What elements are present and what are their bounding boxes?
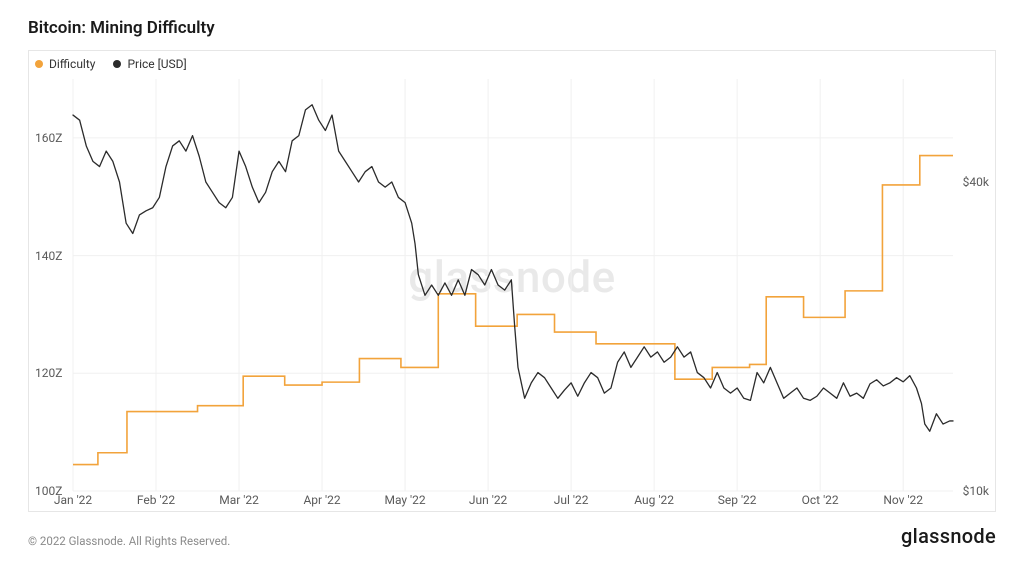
legend-swatch-difficulty [35,60,43,68]
legend-item-price: Price [USD] [113,57,186,71]
legend-item-difficulty: Difficulty [35,57,95,71]
legend: Difficulty Price [USD] [35,57,187,71]
legend-swatch-price [113,60,121,68]
brand-logo: glassnode [901,524,996,548]
legend-label-difficulty: Difficulty [49,57,95,71]
footer: © 2022 Glassnode. All Rights Reserved. g… [28,524,996,548]
chart-title: Bitcoin: Mining Difficulty [28,18,996,38]
copyright-text: © 2022 Glassnode. All Rights Reserved. [28,534,230,548]
chart-svg [29,51,997,513]
legend-label-price: Price [USD] [127,57,186,71]
chart-area: Difficulty Price [USD] glassnode 100Z120… [28,50,996,512]
